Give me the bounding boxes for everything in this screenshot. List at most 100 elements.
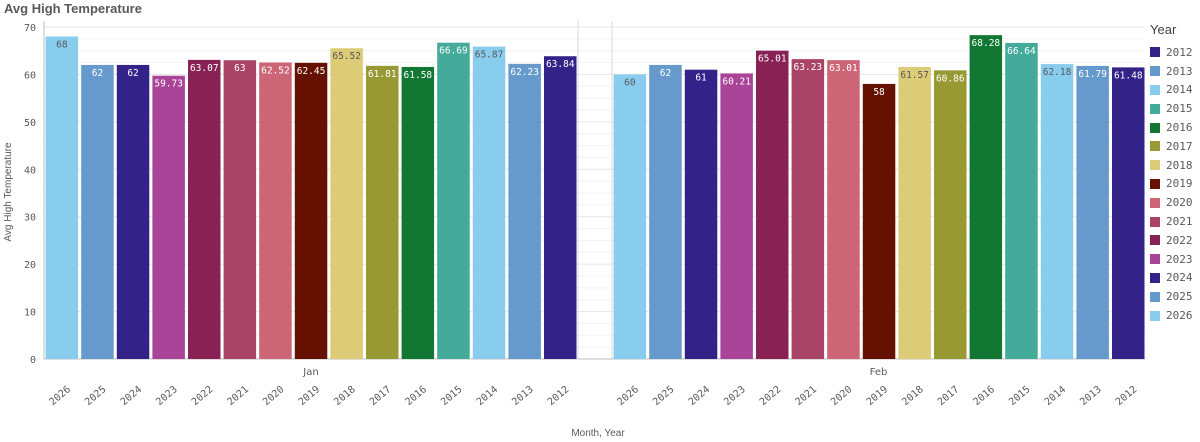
data-label: 65.52	[332, 51, 361, 62]
bar[interactable]	[649, 64, 682, 359]
legend-item[interactable]: 2022	[1150, 231, 1200, 250]
data-label: 61.79	[1078, 69, 1107, 80]
bar[interactable]	[684, 69, 718, 359]
legend-item[interactable]: 2024	[1150, 269, 1200, 288]
x-tick-label: 2019	[297, 384, 323, 408]
data-label: 66.69	[439, 46, 468, 57]
bar[interactable]	[294, 62, 328, 360]
x-tick-label: 2024	[687, 384, 713, 408]
x-tick-label: 2013	[1078, 384, 1104, 408]
x-tick-label: 2020	[829, 384, 855, 408]
legend-item[interactable]: 2017	[1150, 137, 1200, 156]
bar[interactable]	[472, 46, 506, 359]
legend-label: 2017	[1166, 139, 1193, 153]
x-tick-label: 2015	[1007, 384, 1033, 408]
bar[interactable]	[508, 63, 541, 360]
x-tick-label: 2023	[722, 384, 748, 408]
bar[interactable]	[366, 65, 399, 360]
data-labels: 68 62 62 59.73 63.07 63 62.52 62.45 65.52 61.81 61…	[56, 38, 1143, 98]
legend-label: 2023	[1166, 252, 1193, 266]
legend-item[interactable]: 2025	[1150, 287, 1200, 306]
bar[interactable]	[898, 66, 931, 359]
bar[interactable]	[401, 66, 435, 359]
data-label: 60	[624, 77, 636, 88]
x-tick-label: 2025	[83, 384, 109, 408]
legend-swatch	[1150, 103, 1160, 114]
legend-item[interactable]: 2015	[1150, 99, 1200, 118]
legend-swatch	[1150, 291, 1160, 302]
bar[interactable]	[544, 56, 577, 359]
bar[interactable]	[45, 36, 79, 359]
legend-item[interactable]: 2014	[1150, 81, 1200, 100]
y-tick-label: 50	[24, 118, 36, 129]
bar[interactable]	[1076, 65, 1109, 360]
x-tick-label: 2021	[793, 384, 819, 408]
chart-title: Avg High Temperature	[4, 1, 142, 16]
x-tick-label: 2024	[119, 384, 145, 408]
data-label: 61.81	[368, 69, 397, 80]
data-label: 62	[92, 68, 103, 79]
bar[interactable]	[223, 60, 257, 359]
data-label: 60.21	[722, 76, 751, 87]
bar[interactable]	[1112, 67, 1145, 359]
data-label: 68	[56, 39, 68, 50]
legend-swatch	[1150, 178, 1160, 189]
legend-swatch	[1150, 197, 1160, 208]
bar[interactable]	[934, 70, 967, 359]
bar[interactable]	[330, 48, 363, 360]
bar[interactable]	[720, 73, 753, 360]
legend-item[interactable]: 2021	[1150, 212, 1200, 231]
data-label: 61.48	[1114, 70, 1143, 81]
bar[interactable]	[613, 74, 647, 359]
bar[interactable]	[1005, 42, 1038, 359]
legend-item[interactable]: 2016	[1150, 118, 1200, 137]
legend-label: 2024	[1166, 271, 1193, 285]
legend-label: 2021	[1166, 215, 1193, 229]
y-tick-label: 10	[24, 308, 36, 319]
legend-label: 2015	[1166, 102, 1193, 116]
legend-item[interactable]: 2019	[1150, 175, 1200, 194]
legend-swatch	[1150, 84, 1160, 95]
legend-label: 2022	[1166, 233, 1193, 247]
bar[interactable]	[437, 42, 470, 360]
data-label: 65.01	[758, 54, 787, 65]
legend-items: 2012 2013 2014 2015 2016 2017 2018 2019 2020 2021…	[1150, 43, 1200, 325]
bar[interactable]	[1040, 64, 1074, 359]
bar[interactable]	[756, 50, 789, 359]
legend-swatch	[1150, 122, 1160, 133]
legend-label: 2014	[1166, 83, 1193, 97]
x-axis-title: Month, Year	[571, 428, 625, 439]
data-label: 61.58	[404, 70, 433, 81]
bar[interactable]	[116, 64, 150, 359]
legend-item[interactable]: 2026	[1150, 306, 1200, 325]
data-label: 63.01	[829, 63, 858, 74]
legend-swatch	[1150, 66, 1160, 77]
legend-swatch	[1150, 310, 1160, 321]
bar[interactable]	[152, 75, 185, 360]
legend-item[interactable]: 2018	[1150, 156, 1200, 175]
bar[interactable]	[791, 59, 825, 360]
bar[interactable]	[862, 83, 896, 360]
data-label: 62	[127, 68, 138, 79]
data-label: 59.73	[154, 79, 183, 90]
bar[interactable]	[827, 60, 860, 359]
bar[interactable]	[259, 62, 292, 360]
bar[interactable]	[188, 59, 221, 359]
y-axis-title: Avg High Temperature	[3, 142, 14, 242]
bar[interactable]	[969, 35, 1003, 359]
legend-item[interactable]: 2013	[1150, 62, 1200, 81]
data-label: 62.52	[261, 65, 290, 76]
legend-label: 2012	[1166, 45, 1193, 59]
bar[interactable]	[81, 64, 114, 359]
legend-label: 2020	[1166, 196, 1193, 210]
data-label: 58	[873, 87, 885, 98]
legend-item[interactable]: 2012	[1150, 43, 1200, 62]
data-label: 62.18	[1043, 67, 1072, 78]
x-tick-label: 2021	[225, 384, 251, 408]
legend-item[interactable]: 2023	[1150, 250, 1200, 269]
x-tick-label: 2014	[1043, 384, 1069, 408]
legend-item[interactable]: 2020	[1150, 193, 1200, 212]
x-tick-label: 2022	[758, 384, 784, 408]
legend-swatch	[1150, 141, 1160, 152]
bars	[45, 35, 1145, 360]
